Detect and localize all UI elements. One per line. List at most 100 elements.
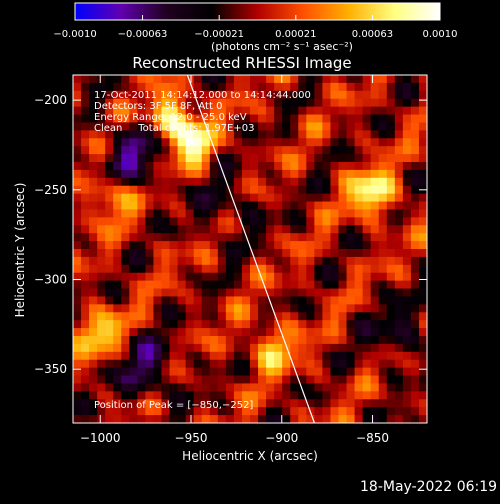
heatmap-cell bbox=[282, 336, 291, 345]
heatmap-cell bbox=[217, 217, 227, 226]
heatmap-cell bbox=[346, 114, 355, 123]
heatmap-cell bbox=[217, 296, 227, 305]
heatmap-cell bbox=[394, 328, 404, 337]
heatmap-cell bbox=[161, 169, 170, 179]
heatmap-cell bbox=[298, 249, 307, 258]
heatmap-cell bbox=[153, 367, 162, 376]
heatmap-cell bbox=[241, 75, 251, 84]
heatmap-cell bbox=[370, 383, 380, 392]
heatmap-cell bbox=[322, 415, 331, 424]
heatmap-cell bbox=[145, 130, 154, 139]
heatmap-cell bbox=[266, 249, 275, 258]
heatmap-cell bbox=[306, 193, 315, 202]
heatmap-cell bbox=[258, 312, 267, 321]
heatmap-cell bbox=[209, 169, 219, 179]
heatmap-cell bbox=[410, 272, 420, 282]
heatmap-cell bbox=[290, 383, 299, 392]
heatmap-cell bbox=[418, 264, 428, 274]
y-tick-label: −250 bbox=[34, 183, 67, 197]
heatmap-cell bbox=[209, 296, 219, 305]
heatmap-cell bbox=[225, 169, 235, 179]
heatmap-cell bbox=[169, 138, 178, 147]
heatmap-cell bbox=[209, 146, 219, 155]
heatmap-cell bbox=[298, 375, 307, 384]
heatmap-cell bbox=[209, 225, 219, 234]
heatmap-cell bbox=[89, 106, 98, 115]
heatmap-cell bbox=[153, 185, 162, 195]
heatmap-cell bbox=[73, 225, 82, 234]
heatmap-cell bbox=[386, 114, 396, 123]
heatmap-cell bbox=[330, 399, 339, 408]
heatmap-cell bbox=[266, 391, 275, 400]
heatmap-cell bbox=[169, 130, 178, 139]
heatmap-cell bbox=[370, 185, 380, 195]
heatmap-cell bbox=[338, 98, 347, 108]
heatmap-cell bbox=[177, 201, 187, 210]
heatmap-cell bbox=[177, 264, 187, 274]
heatmap-cell bbox=[274, 75, 283, 84]
heatmap-cell bbox=[394, 106, 404, 115]
heatmap-cell bbox=[274, 217, 283, 226]
heatmap-cell bbox=[258, 280, 267, 289]
heatmap-cell bbox=[338, 185, 347, 195]
info-time-range: 17-Oct-2011 14:14:12.000 to 14:14:44.000 bbox=[94, 90, 311, 101]
heatmap-cell bbox=[402, 154, 412, 163]
heatmap-cell bbox=[129, 154, 138, 163]
heatmap-cell bbox=[378, 225, 388, 234]
heatmap-cell bbox=[386, 169, 396, 179]
heatmap-cell bbox=[209, 367, 219, 376]
heatmap-cell bbox=[362, 312, 372, 321]
heatmap-cell bbox=[354, 90, 364, 100]
heatmap-cell bbox=[177, 375, 187, 384]
heatmap-cell bbox=[410, 217, 420, 226]
heatmap-cell bbox=[282, 399, 291, 408]
heatmap-cell bbox=[201, 304, 211, 313]
heatmap-cell bbox=[81, 130, 90, 139]
heatmap-cell bbox=[346, 82, 355, 92]
heatmap-cell bbox=[153, 75, 162, 84]
heatmap-cell bbox=[129, 217, 138, 226]
heatmap-cell bbox=[185, 312, 195, 321]
heatmap-cell bbox=[73, 122, 82, 131]
heatmap-cell bbox=[129, 367, 138, 376]
heatmap-cell bbox=[410, 359, 420, 369]
heatmap-cell bbox=[378, 249, 388, 258]
heatmap-cell bbox=[338, 209, 347, 218]
heatmap-cell bbox=[330, 256, 339, 266]
heatmap-cell bbox=[241, 359, 251, 369]
heatmap-cell bbox=[73, 138, 82, 147]
heatmap-cell bbox=[386, 304, 396, 313]
heatmap-cell bbox=[169, 336, 178, 345]
heatmap-cell bbox=[145, 90, 154, 100]
heatmap-cell bbox=[322, 138, 331, 147]
heatmap-cell bbox=[386, 185, 396, 195]
heatmap-cell bbox=[185, 114, 195, 123]
heatmap-cell bbox=[266, 264, 275, 274]
heatmap-cell bbox=[346, 320, 355, 329]
heatmap-cell bbox=[370, 304, 380, 313]
heatmap-cell bbox=[274, 185, 283, 195]
heatmap-cell bbox=[209, 328, 219, 337]
heatmap-cell bbox=[250, 391, 259, 400]
heatmap-cell bbox=[394, 169, 404, 179]
heatmap-cell bbox=[177, 114, 187, 123]
heatmap-cell bbox=[241, 138, 251, 147]
heatmap-cell bbox=[306, 280, 315, 289]
heatmap-cell bbox=[410, 399, 420, 408]
heatmap-cell bbox=[354, 217, 364, 226]
heatmap-cell bbox=[185, 288, 195, 297]
heatmap-cell bbox=[338, 367, 347, 376]
heatmap-cell bbox=[89, 225, 98, 234]
heatmap-cell bbox=[362, 82, 372, 92]
heatmap-cell bbox=[378, 209, 388, 218]
heatmap-cell bbox=[330, 193, 339, 202]
heatmap-cell bbox=[258, 375, 267, 384]
heatmap-cell bbox=[137, 225, 146, 234]
heatmap-cell bbox=[153, 336, 162, 345]
heatmap-cell bbox=[418, 296, 428, 305]
heatmap-cell bbox=[193, 169, 203, 179]
heatmap-cell bbox=[362, 75, 372, 84]
heatmap-cell bbox=[306, 320, 315, 329]
heatmap-cell bbox=[137, 162, 146, 171]
heatmap-cell bbox=[113, 138, 122, 147]
